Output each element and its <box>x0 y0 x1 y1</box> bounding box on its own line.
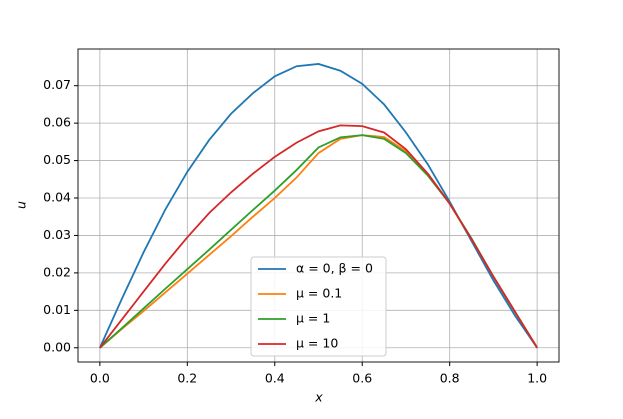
y-tick-label: 0.05 <box>43 152 71 167</box>
y-tick-label: 0.07 <box>43 77 71 92</box>
legend-label: α = 0, β = 0 <box>296 261 373 276</box>
x-axis-label: x <box>314 390 323 405</box>
y-tick-label: 0.03 <box>43 227 71 242</box>
legend-label: μ = 10 <box>296 336 338 351</box>
y-tick-label: 0.02 <box>43 264 71 279</box>
legend-label: μ = 1 <box>296 311 330 326</box>
x-tick-label: 0.8 <box>440 371 460 386</box>
x-tick-label: 0.0 <box>90 371 110 386</box>
y-axis-label: u <box>14 201 29 209</box>
x-tick-label: 1.0 <box>527 371 547 386</box>
x-tick-label: 0.2 <box>177 371 197 386</box>
plot-frame <box>77 48 560 363</box>
y-tick-label: 0.04 <box>43 190 71 205</box>
legend-label: μ = 0.1 <box>296 286 342 301</box>
x-tick-label: 0.6 <box>352 371 372 386</box>
y-tick-label: 0.00 <box>43 339 71 354</box>
legend-box <box>250 256 387 357</box>
y-tick-label: 0.06 <box>43 115 71 130</box>
y-tick-label: 0.01 <box>43 302 71 317</box>
series-line <box>99 124 538 349</box>
x-tick-label: 0.4 <box>265 371 285 386</box>
